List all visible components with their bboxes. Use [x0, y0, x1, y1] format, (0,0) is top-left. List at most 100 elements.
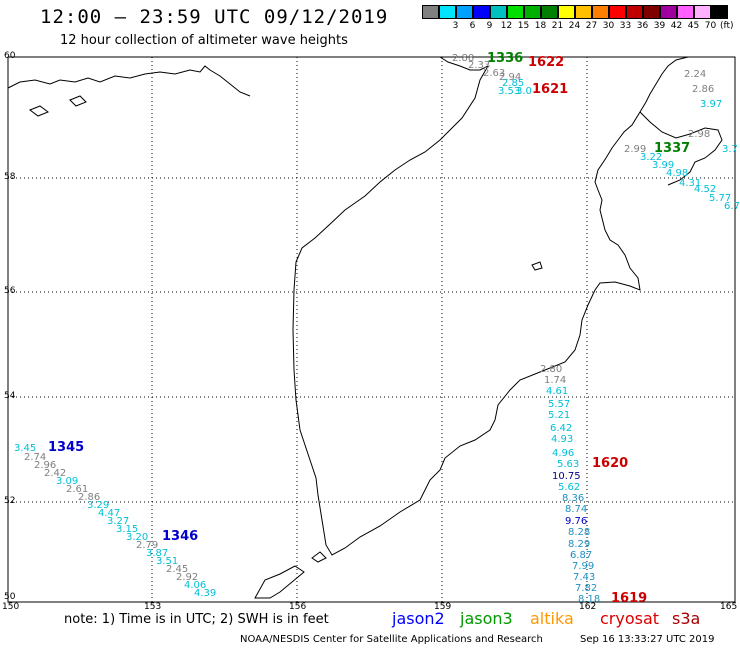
swh-value-label: 2.92 [176, 572, 198, 583]
track-time-label: 1345 [48, 440, 84, 455]
swh-value-label: 7.99 [572, 561, 594, 572]
swh-value-label: 6.42 [550, 423, 572, 434]
lon-label-159: 159 [434, 602, 452, 612]
legend-swatch [660, 5, 677, 19]
footer-credit: NOAA/NESDIS Center for Satellite Applica… [240, 634, 543, 645]
swh-value-label: 7.82 [575, 583, 597, 594]
swh-value-label: 4.96 [552, 448, 574, 459]
legend-label: 15 [517, 21, 530, 31]
legend-unit: (ft) [720, 21, 734, 31]
legend-swatch [507, 5, 524, 19]
swh-value-label: 2.45 [166, 564, 188, 575]
track-time-label: 1622 [528, 55, 564, 70]
swh-value-label: 8.28 [568, 527, 590, 538]
legend-label: 36 [636, 21, 649, 31]
swh-value-label: 2.24 [684, 69, 706, 80]
swh-value-label: 3.0 [516, 86, 532, 97]
sat-cryosat: cryosat [600, 609, 660, 628]
legend-swatch [609, 5, 626, 19]
legend-swatch [456, 5, 473, 19]
swh-value-label: 2.79 [136, 540, 158, 551]
swh-value-label: 8.74 [565, 504, 587, 515]
swh-value-label: 2.96 [34, 460, 56, 471]
swh-value-label: 6.87 [570, 550, 592, 561]
swh-value-label: 2.42 [44, 468, 66, 479]
swh-value-label: 3.99 [652, 160, 674, 171]
track-time-label: 1346 [162, 529, 198, 544]
sat-altika: altika [530, 609, 574, 628]
magadan-coastline [7, 65, 251, 97]
swh-value-label: 5.77 [709, 193, 731, 204]
legend-swatch [677, 5, 694, 19]
track-time-label: 1336 [487, 51, 523, 66]
swh-value-label: 2.85 [502, 78, 524, 89]
island-4 [254, 565, 305, 599]
legend-label: 6 [469, 21, 476, 31]
swh-value-label: 2.80 [540, 364, 562, 375]
island-3 [531, 261, 543, 271]
swh-value-label: 3.29 [87, 500, 109, 511]
legend-label: 70 [704, 21, 717, 31]
island-2 [69, 95, 87, 107]
koryak-coastline [639, 111, 723, 186]
lon-label-165: 165 [720, 602, 738, 612]
swh-value-label: 5.57 [548, 399, 570, 410]
swh-labels-layer: 1336 1622 1621 1337 1345 1346 1620 1619 2.882.33… [14, 51, 740, 606]
swh-value-label: 4.39 [194, 588, 216, 599]
footer-timestamp: Sep 16 13:33:27 UTC 2019 [580, 634, 715, 645]
legend-label: 21 [551, 21, 564, 31]
swh-value-label: 4.47 [98, 508, 120, 519]
lon-label-156: 156 [289, 602, 307, 612]
legend-label: 18 [534, 21, 547, 31]
legend-label: 24 [568, 21, 581, 31]
swh-value-label: 2.61 [66, 484, 88, 495]
sat-jason2: jason2 [392, 609, 445, 628]
legend-swatch [541, 5, 558, 19]
swh-value-label: 4.06 [184, 580, 206, 591]
swh-value-label: 5.21 [548, 410, 570, 421]
swh-value-label: 4.61 [546, 386, 568, 397]
sat-s3a: s3a [672, 609, 701, 628]
legend-label: 45 [687, 21, 700, 31]
footer-note: note: 1) Time is in UTC; 2) SWH is in fe… [64, 612, 329, 627]
legend-swatch [575, 5, 592, 19]
track-time-label: 1619 [611, 591, 647, 606]
swh-value-label: 4.93 [551, 434, 573, 445]
graticule [8, 57, 735, 602]
shelikhov-coastline [439, 56, 489, 71]
lon-label-153: 153 [144, 602, 162, 612]
lat-label-52: 52 [4, 496, 16, 506]
swh-value-label: 3.09 [56, 476, 78, 487]
track-time-label: 1620 [592, 456, 628, 471]
legend-swatch [439, 5, 456, 19]
swh-value-label: 3.97 [700, 99, 722, 110]
legend-swatch [524, 5, 541, 19]
legend-swatch [422, 5, 439, 19]
lat-label-54: 54 [4, 391, 16, 401]
swh-value-label: 7.43 [573, 572, 595, 583]
swh-value-label: 3.27 [107, 516, 129, 527]
swh-value-label: 2.63 [483, 68, 505, 79]
legend-swatch [626, 5, 643, 19]
swh-value-label: 2.99 [624, 144, 646, 155]
swh-value-label: 3.7 [722, 144, 738, 155]
swh-value-label: 4.98 [666, 168, 688, 179]
swh-value-label: 3.22 [640, 152, 662, 163]
lat-label-60: 60 [4, 51, 16, 61]
swh-value-label: 4.31 [679, 178, 701, 189]
legend-swatch [643, 5, 660, 19]
swh-value-label: 5.63 [557, 459, 579, 470]
swh-value-label: 6.7 [724, 201, 740, 212]
swh-value-label: 2.98 [688, 129, 710, 140]
legend-swatch [592, 5, 609, 19]
legend-swatch [473, 5, 490, 19]
legend-label: 30 [602, 21, 615, 31]
legend-label: 27 [585, 21, 598, 31]
swh-value-label: 3.51 [156, 556, 178, 567]
track-time-label: 1337 [654, 141, 690, 156]
island-1 [28, 105, 50, 117]
swh-value-label: 8.36 [562, 493, 584, 504]
legend-label: 12 [500, 21, 513, 31]
